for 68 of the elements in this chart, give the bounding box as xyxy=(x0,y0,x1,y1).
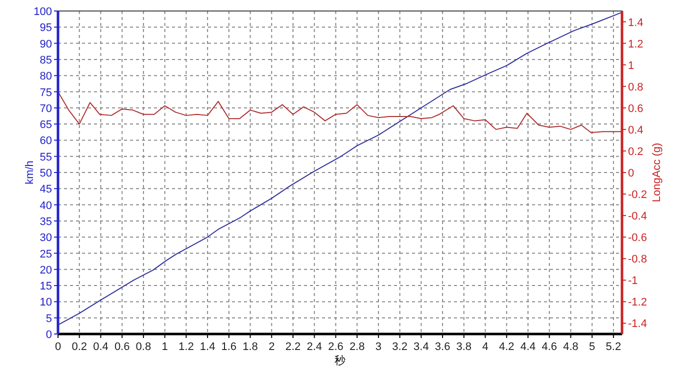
x-tick-label: 4.2 xyxy=(498,341,514,353)
y-tick-label: 45 xyxy=(40,184,52,196)
y-tick-label: 70 xyxy=(40,102,52,115)
x-tick-label: 2.2 xyxy=(285,341,301,353)
x-tick-label: 0 xyxy=(54,341,62,353)
x-tick-label: 2.8 xyxy=(349,341,365,353)
x-tick-label: 5.2 xyxy=(606,341,622,353)
x-tick-label: 2 xyxy=(268,341,275,353)
y-tick-label: 20 xyxy=(40,264,52,276)
x-tick-label: 0.8 xyxy=(136,341,152,353)
y2-tick-label: 0.2 xyxy=(628,146,644,158)
line-series xyxy=(58,12,622,326)
x-tick-label: 3.6 xyxy=(434,341,450,353)
y-tick-label: 95 xyxy=(40,22,52,34)
y-tick-label: 30 xyxy=(40,232,52,244)
y-tick-label: 35 xyxy=(40,216,52,228)
x-tick-label: 4.4 xyxy=(520,341,536,353)
x-tick-label: 1 xyxy=(162,341,168,353)
y-tick-label: 90 xyxy=(40,38,52,50)
y2-tick-label: 0.4 xyxy=(628,124,644,136)
x-tick-label: 2.6 xyxy=(328,341,344,353)
y-tick-label: 85 xyxy=(40,54,52,66)
x-tick-label: 4 xyxy=(482,341,488,353)
y2-tick-label: -1.4 xyxy=(628,318,647,330)
x-tick-label: 0.2 xyxy=(72,341,88,353)
y-tick-label: 10 xyxy=(40,296,52,309)
x-tick-label: 1.2 xyxy=(178,341,194,353)
y-tick-label: 55 xyxy=(40,151,52,164)
y-tick-label: 25 xyxy=(40,248,52,260)
x-tick-label: 3 xyxy=(375,341,382,353)
y2-tick-label: 0.8 xyxy=(628,81,644,94)
y2-tick-label: 0 xyxy=(628,168,634,180)
x-tick-label: 2.4 xyxy=(306,341,322,353)
x-tick-label: 5 xyxy=(589,341,596,353)
x-tick-label: 4.8 xyxy=(563,341,578,353)
y2-tick-label: -0.2 xyxy=(628,189,647,202)
y-tick-label: 5 xyxy=(46,312,52,325)
y2-tick-label: 1.2 xyxy=(628,38,644,50)
y2-axis-title: LongAcc (g) xyxy=(651,142,663,202)
x-axis-title: 秒 xyxy=(334,355,346,367)
y2-tick-label: -0.4 xyxy=(628,210,647,223)
y-tick-label: 60 xyxy=(40,135,52,148)
y2-tick-label: -1 xyxy=(628,275,638,288)
y-tick-label: 75 xyxy=(40,86,52,99)
x-tick-label: 3.4 xyxy=(414,341,429,353)
x-tick-label: 3.2 xyxy=(392,341,408,353)
y-tick-label: 50 xyxy=(40,168,52,180)
y2-tick-label: 1 xyxy=(628,60,634,72)
x-tick-label: 1.8 xyxy=(242,341,258,353)
y2-tick-label: 0.6 xyxy=(628,102,644,115)
y-tick-label: 65 xyxy=(40,119,52,132)
line-series xyxy=(58,91,622,134)
x-tick-label: 3.8 xyxy=(456,341,472,353)
y2-tick-label: 1.4 xyxy=(628,16,644,29)
y2-tick-label: -1.2 xyxy=(628,296,647,309)
x-tick-label: 1.4 xyxy=(200,341,216,353)
y2-tick-label: -0.8 xyxy=(628,254,647,266)
x-tick-label: 0.4 xyxy=(93,341,108,353)
y-tick-label: 100 xyxy=(34,6,52,18)
x-tick-label: 0.6 xyxy=(114,341,130,353)
y-tick-label: 15 xyxy=(40,280,52,293)
y-tick-label: 0 xyxy=(46,329,52,341)
y2-tick-label: -0.6 xyxy=(628,232,647,244)
y-tick-label: 80 xyxy=(40,70,52,83)
x-tick-label: 4.6 xyxy=(542,341,558,353)
y-tick-label: 40 xyxy=(40,200,52,212)
y-axis-title: km/h xyxy=(24,160,36,184)
x-tick-label: 1.6 xyxy=(221,341,237,353)
